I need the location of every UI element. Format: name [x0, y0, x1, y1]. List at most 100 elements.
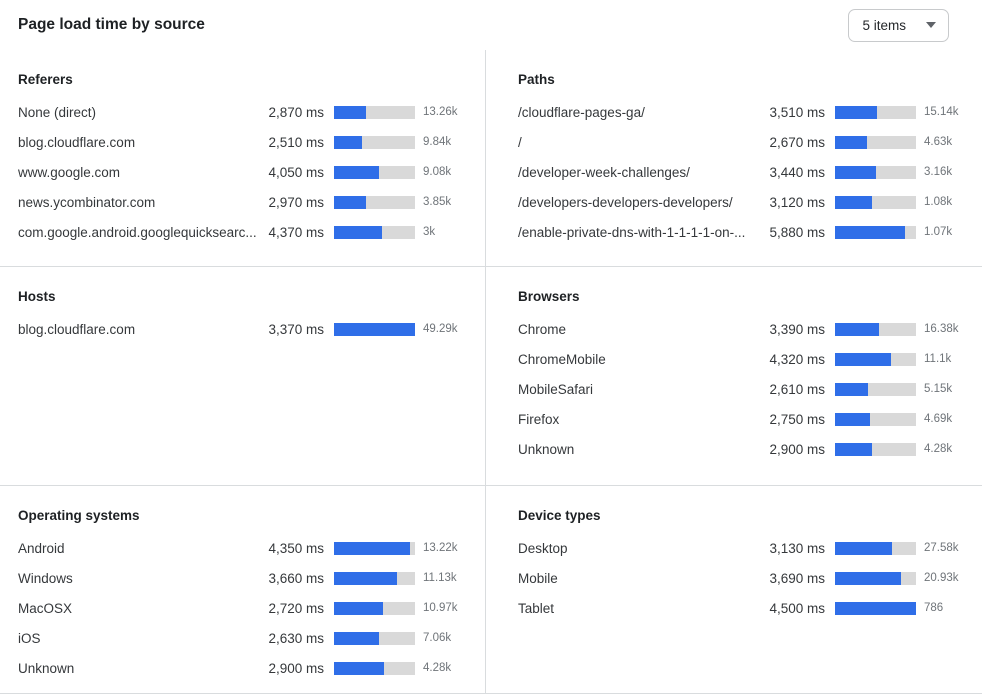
row-bar-fill	[835, 135, 867, 149]
table-row[interactable]: com.google.android.googlequicksearc... 4…	[18, 217, 469, 247]
row-ms-value: 3,370 ms	[268, 321, 324, 337]
page-title: Page load time by source	[18, 16, 205, 33]
row-label: Firefox	[518, 411, 560, 427]
row-label: /enable-private-dns-with-1-1-1-1-on-...	[518, 224, 746, 240]
row-ms-value: 2,510 ms	[268, 134, 324, 150]
row-label: Android	[18, 540, 65, 556]
table-row[interactable]: news.ycombinator.com 2,970 ms 3.85k	[18, 187, 469, 217]
row-count: 27.58k	[924, 542, 959, 554]
row-bar	[835, 601, 916, 615]
row-ms-value: 4,370 ms	[268, 224, 324, 240]
row-count: 4.28k	[924, 443, 953, 455]
row-ms-value: 2,610 ms	[769, 381, 825, 397]
panel-device-types: Device types Desktop 3,130 ms 27.58k Mob…	[486, 486, 982, 693]
row-bar	[835, 412, 916, 426]
row-bar-fill	[334, 571, 398, 585]
table-row[interactable]: iOS 2,630 ms 7.06k	[18, 623, 469, 653]
row-ms-value: 2,630 ms	[268, 630, 324, 646]
table-row[interactable]: blog.cloudflare.com 2,510 ms 9.84k	[18, 127, 469, 157]
table-row[interactable]: Chrome 3,390 ms 16.38k	[518, 314, 970, 344]
row-bar-fill	[835, 322, 879, 336]
row-count: 3k	[423, 226, 436, 238]
row-label: www.google.com	[18, 164, 121, 180]
row-bar	[334, 541, 415, 555]
chevron-down-icon	[926, 22, 936, 28]
row-label: blog.cloudflare.com	[18, 321, 136, 337]
table-row[interactable]: blog.cloudflare.com 3,370 ms 49.29k	[18, 314, 469, 344]
row-count: 5.15k	[924, 383, 953, 395]
row-ms-value: 3,120 ms	[769, 194, 825, 210]
row-bar-fill	[835, 412, 870, 426]
row-count: 786	[924, 602, 944, 614]
panel-title: Browsers	[518, 289, 580, 304]
row-count: 10.97k	[423, 602, 458, 614]
table-row[interactable]: /cloudflare-pages-ga/ 3,510 ms 15.14k	[518, 97, 970, 127]
row-label: Unknown	[518, 441, 575, 457]
row-count: 1.07k	[924, 226, 953, 238]
table-row[interactable]: www.google.com 4,050 ms 9.08k	[18, 157, 469, 187]
table-row[interactable]: Desktop 3,130 ms 27.58k	[518, 533, 970, 563]
row-count: 11.13k	[423, 572, 457, 584]
row-ms-value: 4,050 ms	[268, 164, 324, 180]
row-bar-fill	[835, 165, 877, 179]
row-bar	[835, 541, 916, 555]
row-label: /developer-week-challenges/	[518, 164, 690, 180]
row-label: iOS	[18, 630, 41, 646]
row-count: 9.84k	[423, 136, 452, 148]
row-count: 9.08k	[423, 166, 452, 178]
row-bar	[334, 661, 415, 675]
row-bar-fill	[835, 195, 873, 209]
table-row[interactable]: Android 4,350 ms 13.22k	[18, 533, 469, 563]
table-row[interactable]: Mobile 3,690 ms 20.93k	[518, 563, 970, 593]
table-row[interactable]: Firefox 2,750 ms 4.69k	[518, 404, 970, 434]
row-label: /cloudflare-pages-ga/	[518, 104, 645, 120]
row-bar	[334, 195, 415, 209]
panels-grid: Referers None (direct) 2,870 ms 13.26k b…	[0, 50, 982, 694]
table-row[interactable]: /developer-week-challenges/ 3,440 ms 3.1…	[518, 157, 970, 187]
table-row[interactable]: MobileSafari 2,610 ms 5.15k	[518, 374, 970, 404]
row-label: com.google.android.googlequicksearc...	[18, 224, 257, 240]
row-label: Chrome	[518, 321, 567, 337]
row-count: 3.85k	[423, 196, 452, 208]
row-bar	[835, 225, 916, 239]
row-count: 4.69k	[924, 413, 953, 425]
row-bar-fill	[334, 165, 379, 179]
row-bar	[835, 442, 916, 456]
table-row[interactable]: ChromeMobile 4,320 ms 11.1k	[518, 344, 970, 374]
table-row[interactable]: Windows 3,660 ms 11.13k	[18, 563, 469, 593]
table-row[interactable]: / 2,670 ms 4.63k	[518, 127, 970, 157]
row-ms-value: 3,130 ms	[769, 540, 825, 556]
panel-referers: Referers None (direct) 2,870 ms 13.26k b…	[0, 50, 486, 267]
row-label: news.ycombinator.com	[18, 194, 156, 210]
row-bar	[334, 631, 415, 645]
row-label: /developers-developers-developers/	[518, 194, 733, 210]
row-count: 13.22k	[423, 542, 458, 554]
row-label: MacOSX	[18, 600, 73, 616]
table-row[interactable]: MacOSX 2,720 ms 10.97k	[18, 593, 469, 623]
table-row[interactable]: /enable-private-dns-with-1-1-1-1-on-... …	[518, 217, 970, 247]
row-bar	[334, 322, 415, 336]
items-count-dropdown[interactable]: 5 items	[848, 8, 949, 42]
row-ms-value: 2,970 ms	[268, 194, 324, 210]
row-bar-fill	[835, 601, 916, 615]
row-ms-value: 5,880 ms	[769, 224, 825, 240]
panel-hosts: Hosts blog.cloudflare.com 3,370 ms 49.29…	[0, 267, 486, 486]
table-row[interactable]: Unknown 2,900 ms 4.28k	[18, 653, 469, 683]
row-bar-fill	[334, 135, 362, 149]
row-bar	[835, 105, 916, 119]
row-ms-value: 3,690 ms	[769, 570, 825, 586]
row-count: 13.26k	[423, 106, 458, 118]
table-row[interactable]: None (direct) 2,870 ms 13.26k	[18, 97, 469, 127]
row-bar-fill	[334, 541, 411, 555]
row-bar	[334, 571, 415, 585]
row-bar	[334, 601, 415, 615]
row-ms-value: 3,660 ms	[268, 570, 324, 586]
row-label: Desktop	[518, 540, 568, 556]
table-row[interactable]: /developers-developers-developers/ 3,120…	[518, 187, 970, 217]
table-row[interactable]: Tablet 4,500 ms 786	[518, 593, 970, 623]
row-ms-value: 2,750 ms	[769, 411, 825, 427]
row-count: 20.93k	[924, 572, 959, 584]
table-row[interactable]: Unknown 2,900 ms 4.28k	[518, 434, 970, 464]
row-bar-fill	[835, 105, 878, 119]
